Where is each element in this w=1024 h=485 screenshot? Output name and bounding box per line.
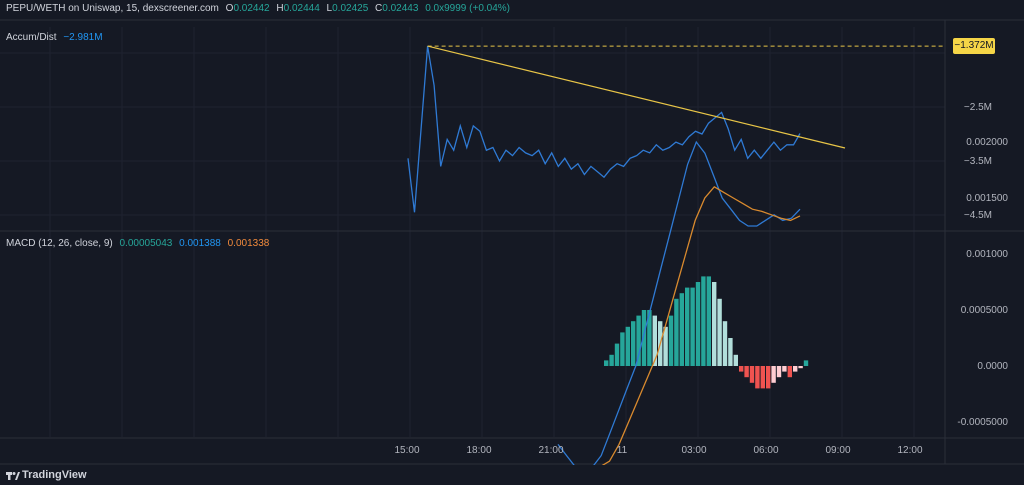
macd-histogram-bar: [685, 287, 690, 366]
time-tick-8: 12:00: [897, 445, 922, 456]
macd-signal-line: [601, 185, 801, 465]
trendline-price-badge: −1.372M: [953, 38, 995, 54]
macd-histogram-bar: [620, 332, 625, 366]
macd-histogram-bar: [641, 310, 647, 366]
time-tick-7: 09:00: [825, 445, 850, 456]
open-label: O: [225, 3, 234, 14]
macd-histogram-bar: [631, 321, 636, 366]
tradingview-brand[interactable]: TradingView: [22, 469, 87, 481]
macd-histogram-bar: [636, 315, 641, 366]
macd-histogram-bar: [787, 366, 792, 378]
symbol-header: PEPU/WETH on Uniswap, 15, dexscreener.co…: [6, 3, 514, 14]
low-value: 0.02425: [332, 3, 369, 14]
macd-line-value: 0.001388: [179, 238, 221, 249]
time-tick-3: 21:00: [538, 445, 563, 456]
macd-histogram-bar: [760, 366, 765, 389]
macd-histogram-bar: [674, 298, 679, 366]
accum-tick-1: −2.5M: [964, 102, 992, 113]
macd-signal-value: 0.001338: [227, 238, 270, 249]
time-tick-4: 11: [617, 445, 628, 456]
macd-histogram-bar: [706, 276, 711, 366]
macd-line: [557, 140, 801, 465]
macd-histogram-bar: [733, 354, 738, 366]
macd-histogram-bar: [749, 366, 755, 383]
time-tick-1: 15:00: [394, 445, 419, 456]
accum-header: Accum/Dist −2.981M: [6, 32, 107, 43]
trend-line: [427, 45, 846, 149]
macd-histogram-bar: [717, 298, 722, 366]
high-value: 0.02444: [283, 3, 320, 14]
macd-histogram-bar: [766, 366, 771, 389]
macd-histogram-bar: [755, 366, 760, 389]
macd-histogram-bar: [793, 366, 798, 372]
close-value: 0.02443: [382, 3, 419, 14]
macd-histogram-bar: [625, 326, 630, 366]
macd-histogram-bar: [679, 293, 684, 366]
footer: TradingView: [0, 465, 1024, 485]
macd-histogram-bar: [609, 354, 614, 366]
macd-histogram-bar: [663, 326, 668, 366]
macd-histogram-bar: [690, 287, 695, 366]
macd-histogram-bar: [776, 366, 782, 378]
accum-tick-3: −4.5M: [964, 210, 992, 221]
macd-histogram-bar: [614, 343, 620, 366]
open-value: 0.02442: [233, 3, 270, 14]
high-label: H: [276, 3, 284, 14]
macd-tick-4: 0.0005000: [961, 305, 1009, 316]
time-tick-2: 18:00: [466, 445, 491, 456]
close-label: C: [375, 3, 383, 14]
macd-tick-2: 0.001500: [966, 193, 1008, 204]
macd-histogram-bar: [744, 366, 749, 378]
low-label: L: [326, 3, 333, 14]
tradingview-logo-icon: [6, 472, 20, 480]
macd-histogram-bar: [652, 315, 657, 366]
change-value: 0.0x9999 (+0.04%): [425, 3, 510, 14]
time-tick-6: 06:00: [753, 445, 778, 456]
macd-histogram-bar: [722, 321, 728, 366]
macd-hist-value: 0.00005043: [119, 238, 173, 249]
macd-label: MACD (12, 26, close, 9): [6, 238, 113, 249]
macd-histogram-bar: [695, 282, 701, 366]
macd-histogram-bar: [701, 276, 706, 366]
macd-tick-3: 0.001000: [966, 249, 1008, 260]
macd-histogram-bar: [712, 282, 717, 366]
chart-canvas[interactable]: −2.5M −3.5M −4.5M 0.002000 0.001500 0.001000 0…: [0, 0, 1024, 465]
accum-dist-line: [407, 45, 801, 213]
macd-histogram-bar: [798, 366, 803, 369]
macd-histogram-bar: [728, 338, 733, 366]
time-tick-5: 03:00: [681, 445, 706, 456]
macd-histogram-bar: [668, 315, 674, 366]
macd-tick-6: -0.0005000: [957, 417, 1008, 428]
macd-histogram-bar: [647, 310, 652, 366]
accum-tick-2: −3.5M: [964, 156, 992, 167]
macd-histogram-bar: [803, 360, 809, 366]
macd-histogram-bar: [771, 366, 776, 383]
symbol-title: PEPU/WETH on Uniswap, 15, dexscreener.co…: [6, 3, 219, 14]
macd-histogram-bar: [604, 360, 609, 366]
macd-header: MACD (12, 26, close, 9) 0.00005043 0.001…: [6, 238, 273, 249]
macd-tick-1: 0.002000: [966, 137, 1008, 148]
accum-value: −2.981M: [63, 32, 103, 43]
macd-histogram-bar: [782, 366, 787, 372]
macd-tick-5: 0.0000: [977, 361, 1008, 372]
accum-label: Accum/Dist: [6, 32, 57, 43]
macd-histogram-bar: [739, 366, 744, 372]
